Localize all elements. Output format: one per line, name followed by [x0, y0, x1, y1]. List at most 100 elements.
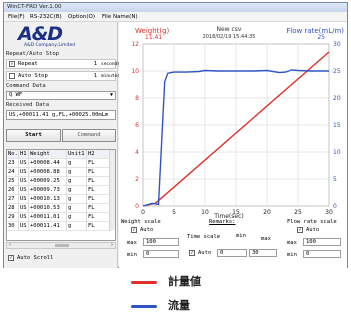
cell-no: 25: [7, 177, 19, 186]
time-min-input[interactable]: 0: [217, 249, 247, 257]
legend-label-flow: 流量: [168, 299, 190, 312]
scroll-right-icon[interactable]: ›: [111, 242, 113, 248]
col-header-weight: Weight: [29, 150, 67, 159]
menu-rs232c[interactable]: RS-232C(B): [30, 14, 62, 20]
flow-scale-panel: Flow rate scale ✓ Auto max 100 min 0: [283, 219, 347, 267]
cell-unit1: g: [67, 177, 87, 186]
command-select[interactable]: Q WF ▼: [6, 91, 116, 100]
table-row[interactable]: 24 US +00008.88 g FL: [7, 168, 111, 177]
menu-file[interactable]: File(F): [8, 14, 25, 20]
cell-h2: FL: [87, 213, 111, 222]
y-right-tick-label: 30: [333, 41, 341, 48]
x-tick-label: 5: [172, 209, 176, 216]
col-header-h1: H1: [19, 150, 29, 159]
cell-h1: US: [19, 222, 29, 231]
repeat-label: Repeat: [18, 61, 38, 67]
flow-min-input[interactable]: 0: [303, 250, 341, 258]
table-vertical-scrollbar[interactable]: [109, 150, 115, 230]
legend-line-flow: [131, 305, 157, 308]
col-header-no: No.: [8, 150, 19, 159]
chart-legend: 計量値 流量: [0, 268, 351, 322]
x-tick-label: 15: [232, 209, 240, 216]
x-tick-label: 25: [294, 209, 302, 216]
y-right-tick-label: 25: [333, 68, 341, 75]
command-button[interactable]: Command: [62, 129, 116, 142]
cell-no: 29: [7, 213, 19, 222]
logo-subtitle: A&D Company,Limited: [24, 43, 76, 48]
weight-scale-auto-checkbox[interactable]: ✓: [131, 227, 137, 233]
table-header: No. H1 Weight Unit1 H2: [7, 150, 111, 159]
cell-h1: US: [19, 186, 29, 195]
flow-series-line: [142, 69, 329, 207]
y-left-tick-label: 12: [131, 41, 139, 48]
y-right-tick-label: 0: [333, 203, 337, 210]
y-left-tick-label: 2: [135, 176, 139, 183]
cell-unit1: g: [67, 186, 87, 195]
start-button[interactable]: Start: [6, 129, 61, 142]
repeat-row: ✓ Repeat 1 seconds: [6, 59, 120, 69]
cell-no: 24: [7, 168, 19, 177]
menu-option[interactable]: Option(O): [68, 14, 95, 20]
menu-file-name[interactable]: File Name(N): [102, 14, 138, 20]
received-data-label: Received Data: [6, 102, 50, 108]
col-header-unit1: Unit1: [67, 150, 87, 159]
cell-unit1: g: [67, 168, 87, 177]
table-row[interactable]: 27 US +00010.13 g FL: [7, 195, 111, 204]
table-row[interactable]: 29 US +00011.01 g FL: [7, 213, 111, 222]
auto-scroll-checkbox[interactable]: ✓: [8, 255, 14, 261]
flow-scale-auto-checkbox[interactable]: ✓: [297, 227, 303, 233]
auto-stop-interval-input[interactable]: 1: [93, 73, 97, 79]
weight-scale-label: Weight scale: [121, 219, 161, 225]
cell-h2: FL: [87, 168, 111, 177]
legend-line-weight: [131, 281, 157, 284]
weight-scale-auto-label: Auto: [140, 227, 154, 233]
cell-h1: US: [19, 159, 29, 168]
repeat-checkbox[interactable]: ✓: [9, 61, 15, 67]
timestamp: 2018/02/19 15:44:35: [203, 34, 256, 40]
weight-max-input[interactable]: 100: [143, 238, 179, 246]
table-horizontal-scrollbar[interactable]: ‹ ›: [6, 242, 116, 249]
window-title: WinCT-FRD Ver.1.00: [4, 3, 347, 12]
scroll-thumb[interactable]: [55, 244, 69, 247]
cell-h2: FL: [87, 177, 111, 186]
cell-weight: +00010.13: [29, 195, 67, 204]
cell-h1: US: [19, 168, 29, 177]
file-name: New csv: [217, 26, 242, 33]
received-data-field[interactable]: US,+00011.41 g,FL,+00025.00mLm: [6, 110, 116, 120]
flow-min-label: min: [287, 252, 297, 258]
cell-h1: US: [19, 213, 29, 222]
scroll-left-icon[interactable]: ‹: [9, 242, 11, 248]
table-row[interactable]: 28 US +00010.53 g FL: [7, 204, 111, 213]
cell-weight: +00011.01: [29, 213, 67, 222]
cell-no: 28: [7, 204, 19, 213]
time-max-label: max: [261, 236, 271, 242]
auto-stop-checkbox[interactable]: [9, 73, 15, 79]
weight-max-label: max: [127, 240, 137, 246]
weight-min-input[interactable]: 0: [143, 250, 179, 258]
app-window: WinCT-FRD Ver.1.00 File(F) RS-232C(B) Op…: [3, 2, 348, 268]
cell-h2: FL: [87, 186, 111, 195]
y-left-tick-label: 8: [135, 95, 139, 102]
auto-scroll-row: ✓ Auto Scroll: [6, 254, 116, 263]
time-min-label: min: [236, 233, 246, 239]
chevron-down-icon: ▼: [109, 92, 113, 98]
flow-max-input[interactable]: 100: [303, 238, 341, 246]
menu-bar: File(F) RS-232C(B) Option(O) File Name(N…: [4, 12, 347, 22]
remarks-label: Remarks:: [209, 219, 236, 225]
cell-h1: US: [19, 204, 29, 213]
table-row[interactable]: 30 US +00011.41 g FL: [7, 222, 111, 231]
cell-unit1: g: [67, 213, 87, 222]
flow-weight-chart: Weight(g) 11.41 New csv 2018/02/19 15:44…: [131, 26, 344, 220]
repeat-interval-input[interactable]: 1: [93, 61, 97, 67]
time-max-input[interactable]: 30: [249, 249, 277, 257]
weight-scale-panel: Weight scale ✓ Auto max 100 min 0: [119, 219, 187, 267]
table-row[interactable]: 25 US +00009.25 g FL: [7, 177, 111, 186]
auto-stop-unit: minutes: [101, 74, 120, 79]
time-scale-auto-checkbox[interactable]: ✓: [189, 250, 195, 256]
chart-panel: Weight(g) 11.41 New csv 2018/02/19 15:44…: [119, 22, 347, 268]
repeat-stop-label: Repeat/Auto Stop: [6, 51, 59, 57]
table-row[interactable]: 26 US +00009.73 g FL: [7, 186, 111, 195]
table-row[interactable]: 23 US +00008.44 g FL: [7, 159, 111, 168]
cell-weight: +00008.44: [29, 159, 67, 168]
flow-axis-title: Flow rate(mL/m): [286, 27, 344, 35]
